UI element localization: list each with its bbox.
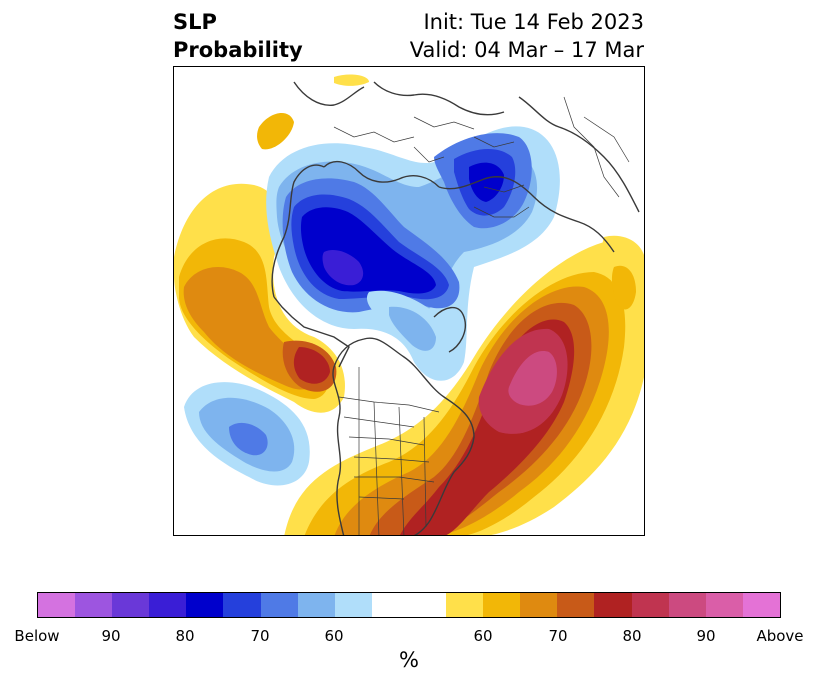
colorbar-segment <box>557 593 595 617</box>
title-variable: SLP <box>173 10 217 34</box>
colorbar-tick-60-above: 60 <box>473 627 493 645</box>
above-normal-pacific <box>174 183 345 413</box>
colorbar-tick-90-below: 90 <box>101 627 121 645</box>
colorbar-segment <box>520 593 558 617</box>
colorbar-segment <box>631 593 669 617</box>
colorbar-tick-80-above: 80 <box>622 627 642 645</box>
colorbar-tick-90-above: 90 <box>696 627 716 645</box>
colorbar-tick-70-below: 70 <box>250 627 270 645</box>
colorbar-tick-70-above: 70 <box>548 627 568 645</box>
colorbar-segment <box>668 593 706 617</box>
title-quantity: Probability <box>173 38 303 62</box>
colorbar-segment <box>594 593 632 617</box>
colorbar-segment <box>186 593 224 617</box>
colorbar-segment <box>149 593 187 617</box>
colorbar-tick-80-below: 80 <box>175 627 195 645</box>
colorbar-segment <box>446 593 484 617</box>
colorbar-segment <box>112 593 150 617</box>
colorbar-segment <box>742 593 780 617</box>
map-title-left: SLP Probability <box>173 8 303 64</box>
title-init-date: Init: Tue 14 Feb 2023 <box>423 10 644 34</box>
colorbar-segment <box>483 593 521 617</box>
polar-map <box>174 67 644 535</box>
colorbar-unit-label: % <box>399 648 419 672</box>
colorbar-segment <box>705 593 743 617</box>
map-panel <box>173 66 645 536</box>
colorbar-segment <box>297 593 335 617</box>
coastline-outlines <box>271 81 640 535</box>
colorbar-tick-below: Below <box>14 627 60 645</box>
colorbar-segment <box>75 593 113 617</box>
colorbar-segment <box>223 593 261 617</box>
above-normal-atlantic-usa <box>257 74 644 535</box>
below-normal-arctic <box>266 126 560 381</box>
colorbar-tick-60-below: 60 <box>324 627 344 645</box>
below-normal-pacific <box>184 382 310 486</box>
colorbar-segment <box>38 593 76 617</box>
colorbar-segment <box>260 593 298 617</box>
probability-colorbar <box>37 592 781 618</box>
political-boundaries <box>333 96 630 535</box>
colorbar-tick-above: Above <box>756 627 804 645</box>
title-valid-range: Valid: 04 Mar – 17 Mar <box>409 38 644 62</box>
colorbar-segment-neutral <box>371 593 447 617</box>
map-title-right: Init: Tue 14 Feb 2023 Valid: 04 Mar – 17… <box>410 8 644 64</box>
colorbar-segment <box>334 593 372 617</box>
